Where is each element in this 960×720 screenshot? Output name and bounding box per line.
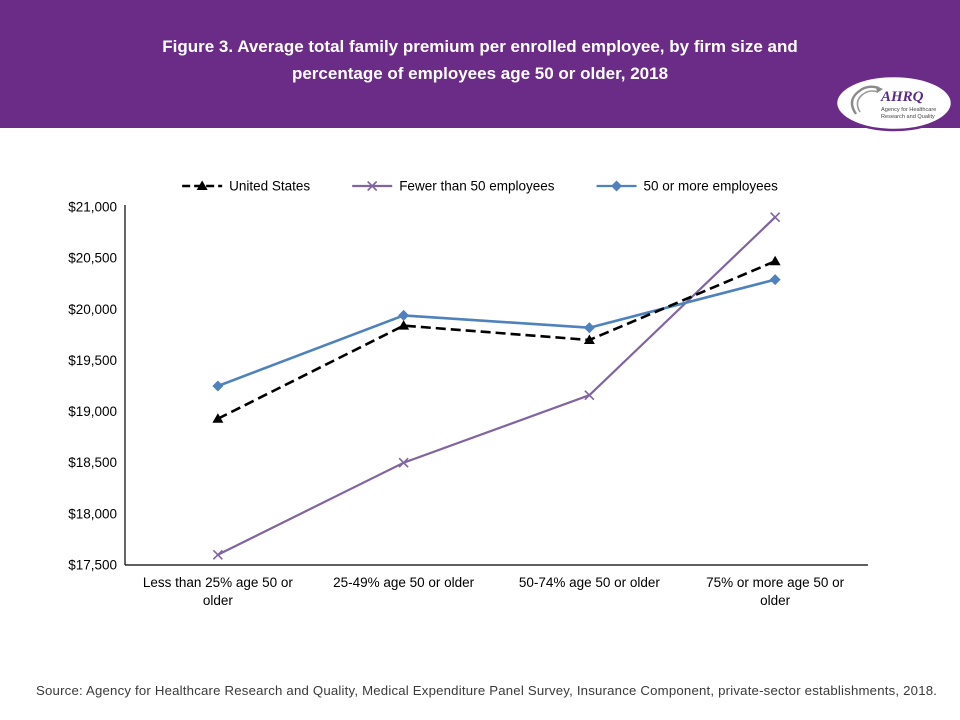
x-tick-label: Less than 25% age 50 or — [143, 575, 294, 590]
y-tick-label: $18,000 — [68, 506, 117, 521]
header-banner: Figure 3. Average total family premium p… — [0, 0, 960, 128]
logo-tagline-1: Agency for Healthcare — [881, 107, 936, 113]
axes — [124, 205, 868, 566]
y-tick-label: $20,500 — [68, 251, 117, 266]
y-tick-label: $21,000 — [68, 200, 117, 215]
chart-area: $17,500 $18,000 $18,500 $19,000 $19,500 $20,0… — [0, 130, 960, 650]
series-lines — [217, 216, 776, 556]
y-axis-labels: $17,500 $18,000 $18,500 $19,000 $19,500 $20,0… — [68, 200, 117, 573]
legend-label: 50 or more employees — [644, 179, 779, 194]
legend-label: United States — [229, 179, 310, 194]
x-tick-label: 25-49% age 50 or older — [333, 575, 475, 590]
series-line-0 — [217, 260, 776, 420]
y-tick-label: $17,500 — [68, 558, 117, 573]
series-line-2 — [217, 278, 776, 388]
y-tick-label: $20,000 — [68, 302, 117, 317]
premium-line-chart: $17,500 $18,000 $18,500 $19,000 $19,500 $20,0… — [68, 179, 868, 608]
x-tick-label: 50-74% age 50 or older — [519, 575, 661, 590]
legend-label: Fewer than 50 employees — [399, 179, 555, 194]
logo-ellipse — [834, 74, 954, 132]
x-tick-label: older — [203, 593, 234, 608]
y-tick-label: $19,000 — [68, 404, 117, 419]
figure-title: Figure 3. Average total family premium p… — [162, 37, 798, 84]
series-markers — [212, 212, 781, 560]
x-tick-label: 75% or more age 50 or — [706, 575, 845, 590]
x-tick-label: older — [760, 593, 791, 608]
series-line-1 — [217, 216, 776, 556]
ahrq-logo-svg: AHRQ Agency for Healthcare Research and … — [834, 74, 954, 132]
legend: United States Fewer than 50 employees 50 o… — [182, 179, 778, 194]
logo-text: AHRQ — [880, 89, 924, 105]
y-tick-label: $19,500 — [68, 353, 117, 368]
logo-tagline-2: Research and Quality — [881, 114, 935, 120]
eagle-icon — [850, 85, 883, 115]
ahrq-logo: AHRQ Agency for Healthcare Research and … — [834, 74, 956, 134]
x-axis-labels: Less than 25% age 50 or older 25-49% age 5… — [143, 575, 845, 608]
y-tick-label: $18,500 — [68, 455, 117, 470]
source-note: Source: Agency for Healthcare Research a… — [36, 683, 938, 698]
